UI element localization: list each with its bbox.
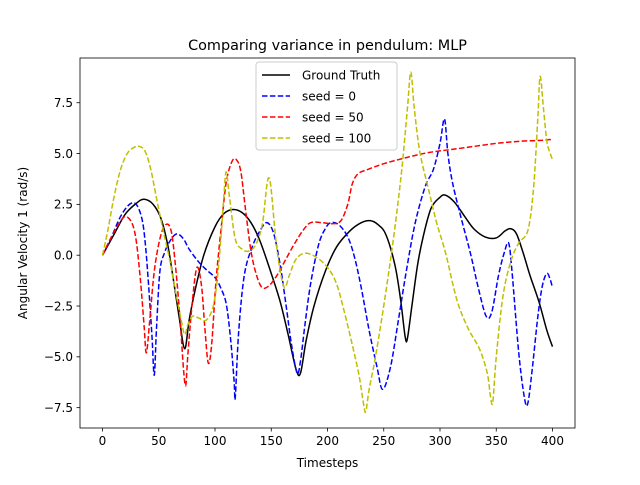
y-tick-label: −2.5 xyxy=(44,299,73,313)
y-axis-label: Angular Velocity 1 (rad/s) xyxy=(16,167,30,319)
legend-label-1: seed = 0 xyxy=(302,89,356,103)
legend-label-3: seed = 100 xyxy=(302,131,371,145)
x-tick-label: 200 xyxy=(316,434,339,448)
y-tick-label: 0.0 xyxy=(54,248,73,262)
y-tick-label: −5.0 xyxy=(44,350,73,364)
x-axis-label: Timesteps xyxy=(296,456,359,470)
series-line-1 xyxy=(101,118,554,407)
series-line-2 xyxy=(101,138,553,387)
x-tick-label: 150 xyxy=(260,434,283,448)
y-axis: −7.5 −5.0 −2.5 0.0 2.5 5.0 7.5 xyxy=(44,96,80,415)
legend-box xyxy=(255,61,398,151)
x-tick-label: 100 xyxy=(204,434,227,448)
legend: Ground Truth seed = 0 seed = 50 seed = 100 xyxy=(255,61,398,151)
x-tick-label: 350 xyxy=(485,434,508,448)
chart-title: Comparing variance in pendulum: MLP xyxy=(188,38,467,54)
y-tick-label: −7.5 xyxy=(44,401,73,415)
legend-label-0: Ground Truth xyxy=(302,68,380,82)
x-tick-label: 250 xyxy=(372,434,395,448)
x-tick-label: 0 xyxy=(99,434,107,448)
x-tick-label: 50 xyxy=(151,434,166,448)
x-tick-label: 300 xyxy=(429,434,452,448)
y-tick-label: 7.5 xyxy=(54,96,73,110)
x-tick-label: 400 xyxy=(541,434,564,448)
x-axis: 0 50 100 150 200 250 300 350 400 xyxy=(99,428,564,448)
y-tick-label: 5.0 xyxy=(54,147,73,161)
legend-label-2: seed = 50 xyxy=(302,110,364,124)
series-layer xyxy=(101,71,554,414)
y-tick-label: 2.5 xyxy=(54,198,73,212)
